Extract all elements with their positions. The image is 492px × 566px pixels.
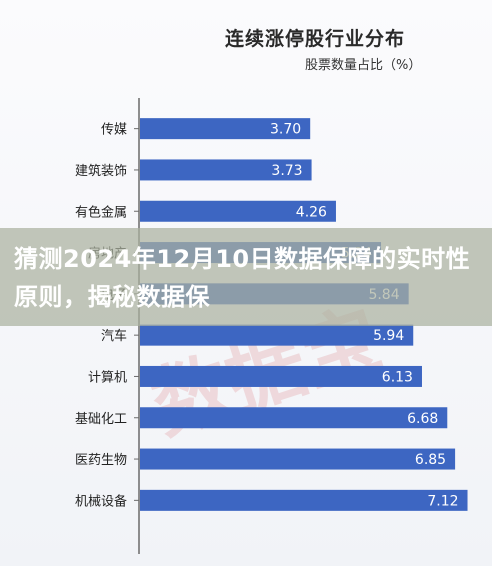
headline-text: 猜测2024年12月10日数据保障的实时性原则，揭秘数据保 xyxy=(14,245,471,311)
category-label: 传媒 xyxy=(101,123,127,138)
bar xyxy=(140,489,468,511)
value-label: 6.13 xyxy=(382,369,413,385)
category-label: 建筑装饰 xyxy=(75,163,127,179)
value-label: 5.94 xyxy=(373,328,404,344)
bar xyxy=(140,200,336,222)
category-label: 基础化工 xyxy=(75,412,127,427)
value-label: 6.85 xyxy=(415,452,446,468)
bar xyxy=(140,365,422,387)
value-label: 3.73 xyxy=(271,163,302,179)
bar xyxy=(140,159,312,181)
category-label: 有色金属 xyxy=(75,204,127,220)
chart-title: 连续涨停股行业分布 xyxy=(225,28,406,50)
value-label: 6.68 xyxy=(407,411,438,427)
value-label: 3.70 xyxy=(270,122,301,138)
category-label: 机械设备 xyxy=(75,493,127,509)
headline-overlay xyxy=(0,228,492,326)
chart-subtitle: 股票数量占比（%） xyxy=(305,58,422,73)
bar xyxy=(140,407,448,429)
value-label: 7.12 xyxy=(427,493,458,509)
category-label: 计算机 xyxy=(88,370,127,385)
bar xyxy=(140,324,414,346)
bar xyxy=(140,118,311,140)
category-label: 汽车 xyxy=(101,328,127,344)
value-label: 4.26 xyxy=(296,204,327,220)
bar xyxy=(140,448,456,470)
category-label: 医药生物 xyxy=(75,453,127,468)
